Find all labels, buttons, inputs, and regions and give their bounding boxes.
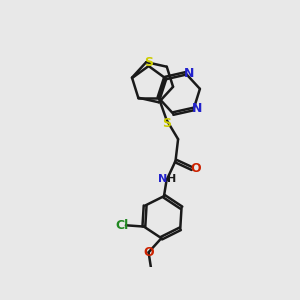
Text: N: N: [184, 67, 194, 80]
Text: Cl: Cl: [116, 219, 129, 232]
Text: O: O: [191, 162, 201, 175]
Text: H: H: [167, 174, 176, 184]
Text: S: S: [162, 117, 171, 130]
Text: N: N: [158, 174, 167, 184]
Text: S: S: [144, 56, 153, 70]
Text: O: O: [143, 246, 154, 259]
Text: N: N: [192, 103, 202, 116]
